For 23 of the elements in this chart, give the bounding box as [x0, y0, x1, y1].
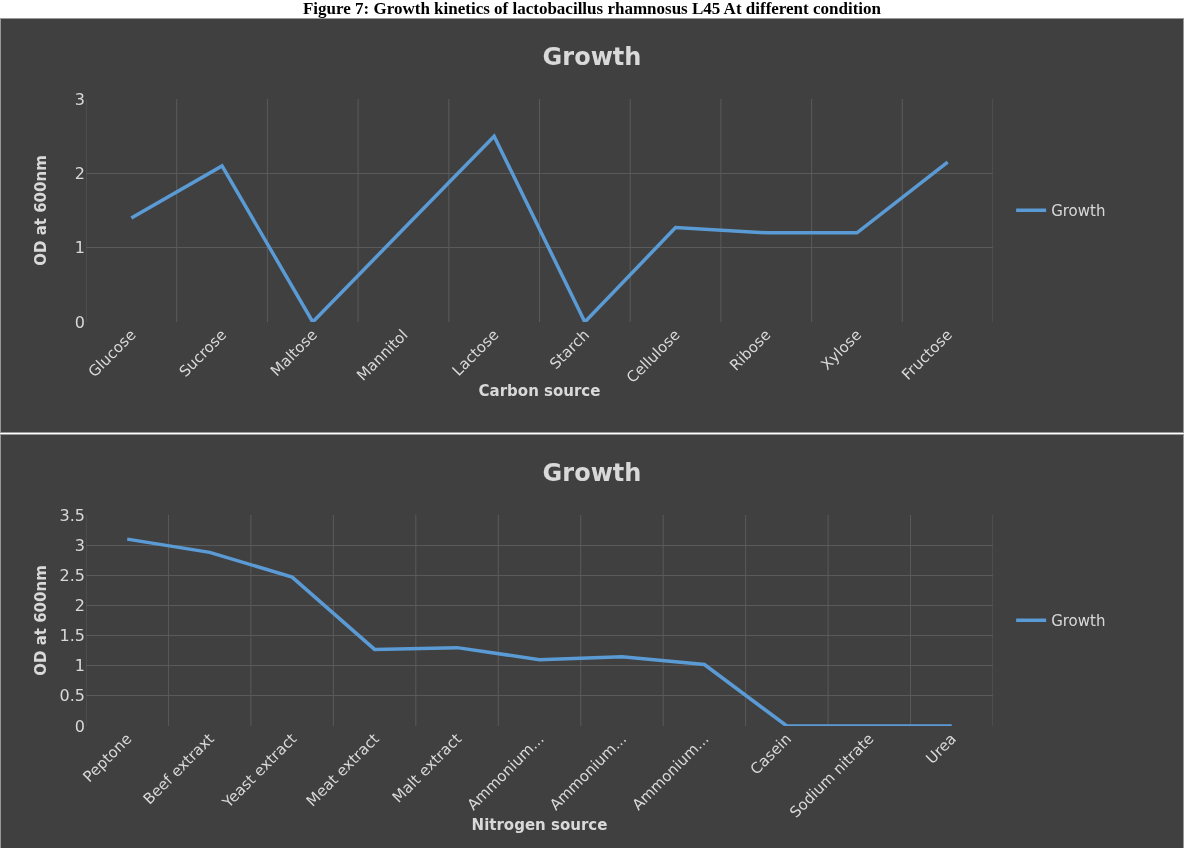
y-tick-label: 2.5: [59, 565, 85, 585]
y-tick-label: 1: [74, 656, 85, 676]
y-tick-label: 0: [74, 716, 85, 736]
legend-label: Growth: [1051, 202, 1106, 221]
legend-label: Growth: [1051, 612, 1106, 631]
line-series: [129, 134, 950, 322]
y-tick-label: 0: [74, 312, 85, 332]
y-tick-label: 1: [74, 238, 85, 258]
y-tick-label: 2: [74, 163, 85, 183]
x-axis-title: Nitrogen source: [471, 815, 608, 834]
y-tick-label: 0.5: [59, 686, 85, 706]
y-tick-label: 3: [74, 89, 85, 109]
caption: Figure 7: Growth kinetics of lactobacillus rhamnosus L45 At different condition: [302, 0, 882, 18]
y-tick-label: 1.5: [59, 626, 85, 646]
y-tick-label: 2: [74, 596, 85, 616]
y-tick-label: 3.5: [59, 505, 85, 525]
line-series: [125, 537, 954, 726]
chart-title: Growth: [542, 42, 642, 71]
y-axis-title: OD at 600nm: [32, 565, 50, 676]
y-tick-label: 3: [74, 535, 85, 555]
chart-title: Growth: [542, 458, 642, 487]
y-axis-title: OD at 600nm: [32, 155, 50, 266]
x-axis-title: Carbon source: [478, 381, 601, 400]
